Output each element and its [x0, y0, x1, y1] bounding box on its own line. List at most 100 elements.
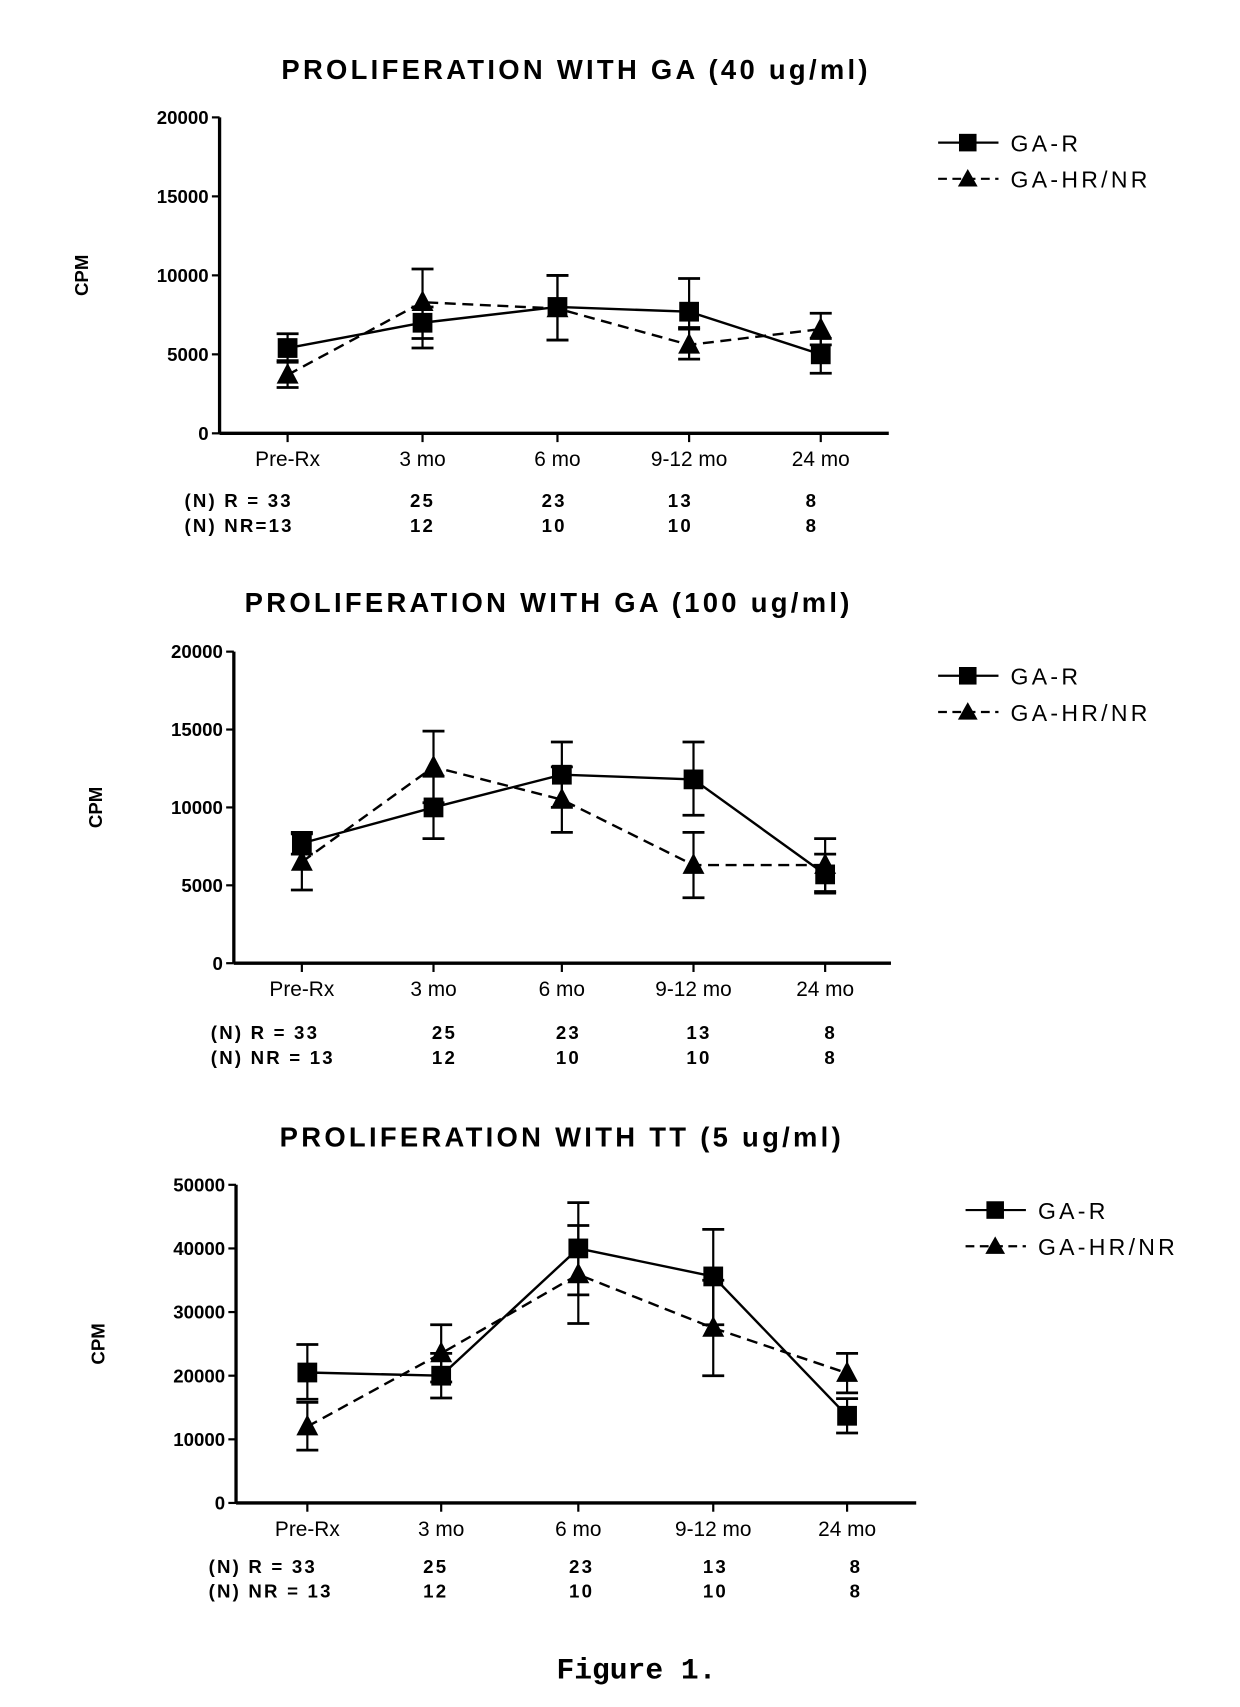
data-point-triangle [682, 852, 705, 874]
legend-triangle-marker [957, 702, 978, 720]
data-point-triangle [296, 1414, 319, 1436]
n-row-label: (N) R = 33 [209, 1556, 317, 1577]
legend-square-marker [958, 133, 977, 152]
legend-item: GA-R [965, 1198, 1109, 1224]
legend-label: GA-HR/NR [1011, 167, 1151, 193]
x-tick-label: 24 mo [792, 448, 850, 471]
legend-label: GA-R [1038, 1198, 1109, 1224]
n-value: 13 [703, 1556, 728, 1577]
chart-title: PROLIFERATION WITH GA (40 ug/ml) [281, 54, 870, 85]
legend-item: GA-HR/NR [965, 1234, 1178, 1260]
x-tick-label: Pre-Rx [275, 1518, 340, 1541]
series-line [301, 765, 826, 867]
n-value: 23 [542, 490, 567, 511]
n-value: 25 [423, 1556, 448, 1577]
n-value: 8 [850, 1580, 863, 1601]
data-point-triangle [422, 754, 445, 776]
legend-triangle-marker [985, 1236, 1006, 1254]
n-value: 23 [569, 1556, 594, 1577]
n-row-label: (N) R = 33 [184, 490, 292, 511]
x-tick-label: 9-12 mo [651, 448, 727, 471]
y-tick-label: 10000 [171, 797, 223, 818]
legend-item: GA-HR/NR [938, 700, 1151, 726]
legend-item: GA-R [938, 664, 1082, 690]
y-tick-label: 40000 [173, 1238, 225, 1259]
n-value: 10 [686, 1047, 711, 1068]
data-point-square [683, 769, 704, 790]
n-value: 10 [569, 1580, 594, 1601]
legend-square-marker [958, 667, 977, 685]
y-tick-label: 20000 [173, 1365, 225, 1386]
y-tick-label: 0 [215, 1493, 225, 1514]
x-tick-label: 3 mo [399, 448, 445, 471]
y-axis-label: CPM [85, 787, 106, 828]
n-value: 12 [432, 1047, 457, 1068]
n-value: 12 [423, 1580, 448, 1601]
data-point-triangle [276, 362, 299, 384]
n-value: 8 [824, 1047, 837, 1068]
series-ga-r [276, 273, 832, 375]
chart-title: PROLIFERATION WITH GA (100 ug/ml) [245, 587, 853, 618]
data-point-square [297, 1362, 318, 1383]
series-ga-r [290, 740, 837, 895]
data-point-triangle [546, 296, 569, 318]
x-tick-label: 6 mo [539, 978, 585, 1001]
y-axis-label: CPM [87, 1323, 108, 1364]
data-point-triangle [290, 849, 313, 871]
n-value: 10 [556, 1047, 581, 1068]
n-value: 10 [542, 515, 567, 536]
n-value: 13 [686, 1022, 711, 1043]
y-tick-label: 0 [198, 423, 208, 444]
legend-item: GA-HR/NR [938, 167, 1151, 193]
x-tick-label: 3 mo [410, 978, 456, 1001]
y-tick-label: 0 [213, 953, 223, 974]
x-tick-label: 24 mo [818, 1518, 876, 1541]
n-value: 23 [556, 1022, 581, 1043]
n-value: 10 [703, 1580, 728, 1601]
legend-label: GA-HR/NR [1038, 1234, 1178, 1260]
y-tick-label: 20000 [171, 641, 223, 662]
data-point-square [837, 1405, 857, 1426]
y-tick-label: 30000 [173, 1302, 225, 1323]
figure-caption: Figure 1. [556, 1653, 716, 1687]
x-tick-label: 9-12 mo [655, 978, 731, 1001]
x-tick-label: 3 mo [418, 1518, 464, 1541]
y-tick-label: 15000 [157, 186, 209, 207]
legend-label: GA-R [1011, 130, 1082, 156]
x-tick-label: 6 mo [555, 1518, 601, 1541]
data-point-triangle [814, 852, 837, 874]
chart-title: PROLIFERATION WITH TT (5 ug/ml) [280, 1121, 844, 1152]
x-tick-label: 6 mo [534, 448, 580, 471]
y-tick-label: 10000 [173, 1429, 225, 1450]
n-row-label: (N) NR = 13 [209, 1580, 333, 1601]
legend-square-marker [986, 1201, 1004, 1219]
series-line [301, 773, 826, 876]
x-tick-label: 9-12 mo [675, 1518, 751, 1541]
chart-2: PROLIFERATION WITH GA (100 ug/ml) CPM 0 500… [85, 587, 1151, 1068]
y-tick-label: 5000 [167, 344, 208, 365]
n-value: 13 [668, 490, 693, 511]
legend-item: GA-R [938, 130, 1082, 156]
x-tick-label: Pre-Rx [269, 978, 334, 1001]
n-value: 8 [850, 1556, 863, 1577]
y-tick-label: 50000 [173, 1174, 225, 1195]
data-point-triangle [411, 290, 434, 311]
n-row-label: (N) NR = 13 [211, 1047, 335, 1068]
chart-1: PROLIFERATION WITH GA (40 ug/ml) CPM 0 5000… [71, 54, 1151, 536]
data-point-triangle [550, 787, 573, 809]
n-value: 8 [806, 515, 819, 536]
n-row-label: (N) R = 33 [211, 1022, 319, 1043]
n-value: 25 [410, 490, 435, 511]
n-value: 10 [668, 515, 693, 536]
legend-label: GA-HR/NR [1011, 700, 1151, 726]
x-tick-label: Pre-Rx [255, 448, 320, 471]
n-value: 12 [410, 515, 435, 536]
series-ga-hr-nr [276, 267, 832, 389]
data-point-triangle [702, 1315, 725, 1337]
n-value: 8 [806, 490, 819, 511]
data-point-square [679, 301, 699, 322]
x-tick-label: 24 mo [796, 978, 854, 1001]
y-tick-label: 5000 [181, 875, 222, 896]
legend-label: GA-R [1011, 664, 1082, 690]
data-point-triangle [430, 1341, 453, 1363]
